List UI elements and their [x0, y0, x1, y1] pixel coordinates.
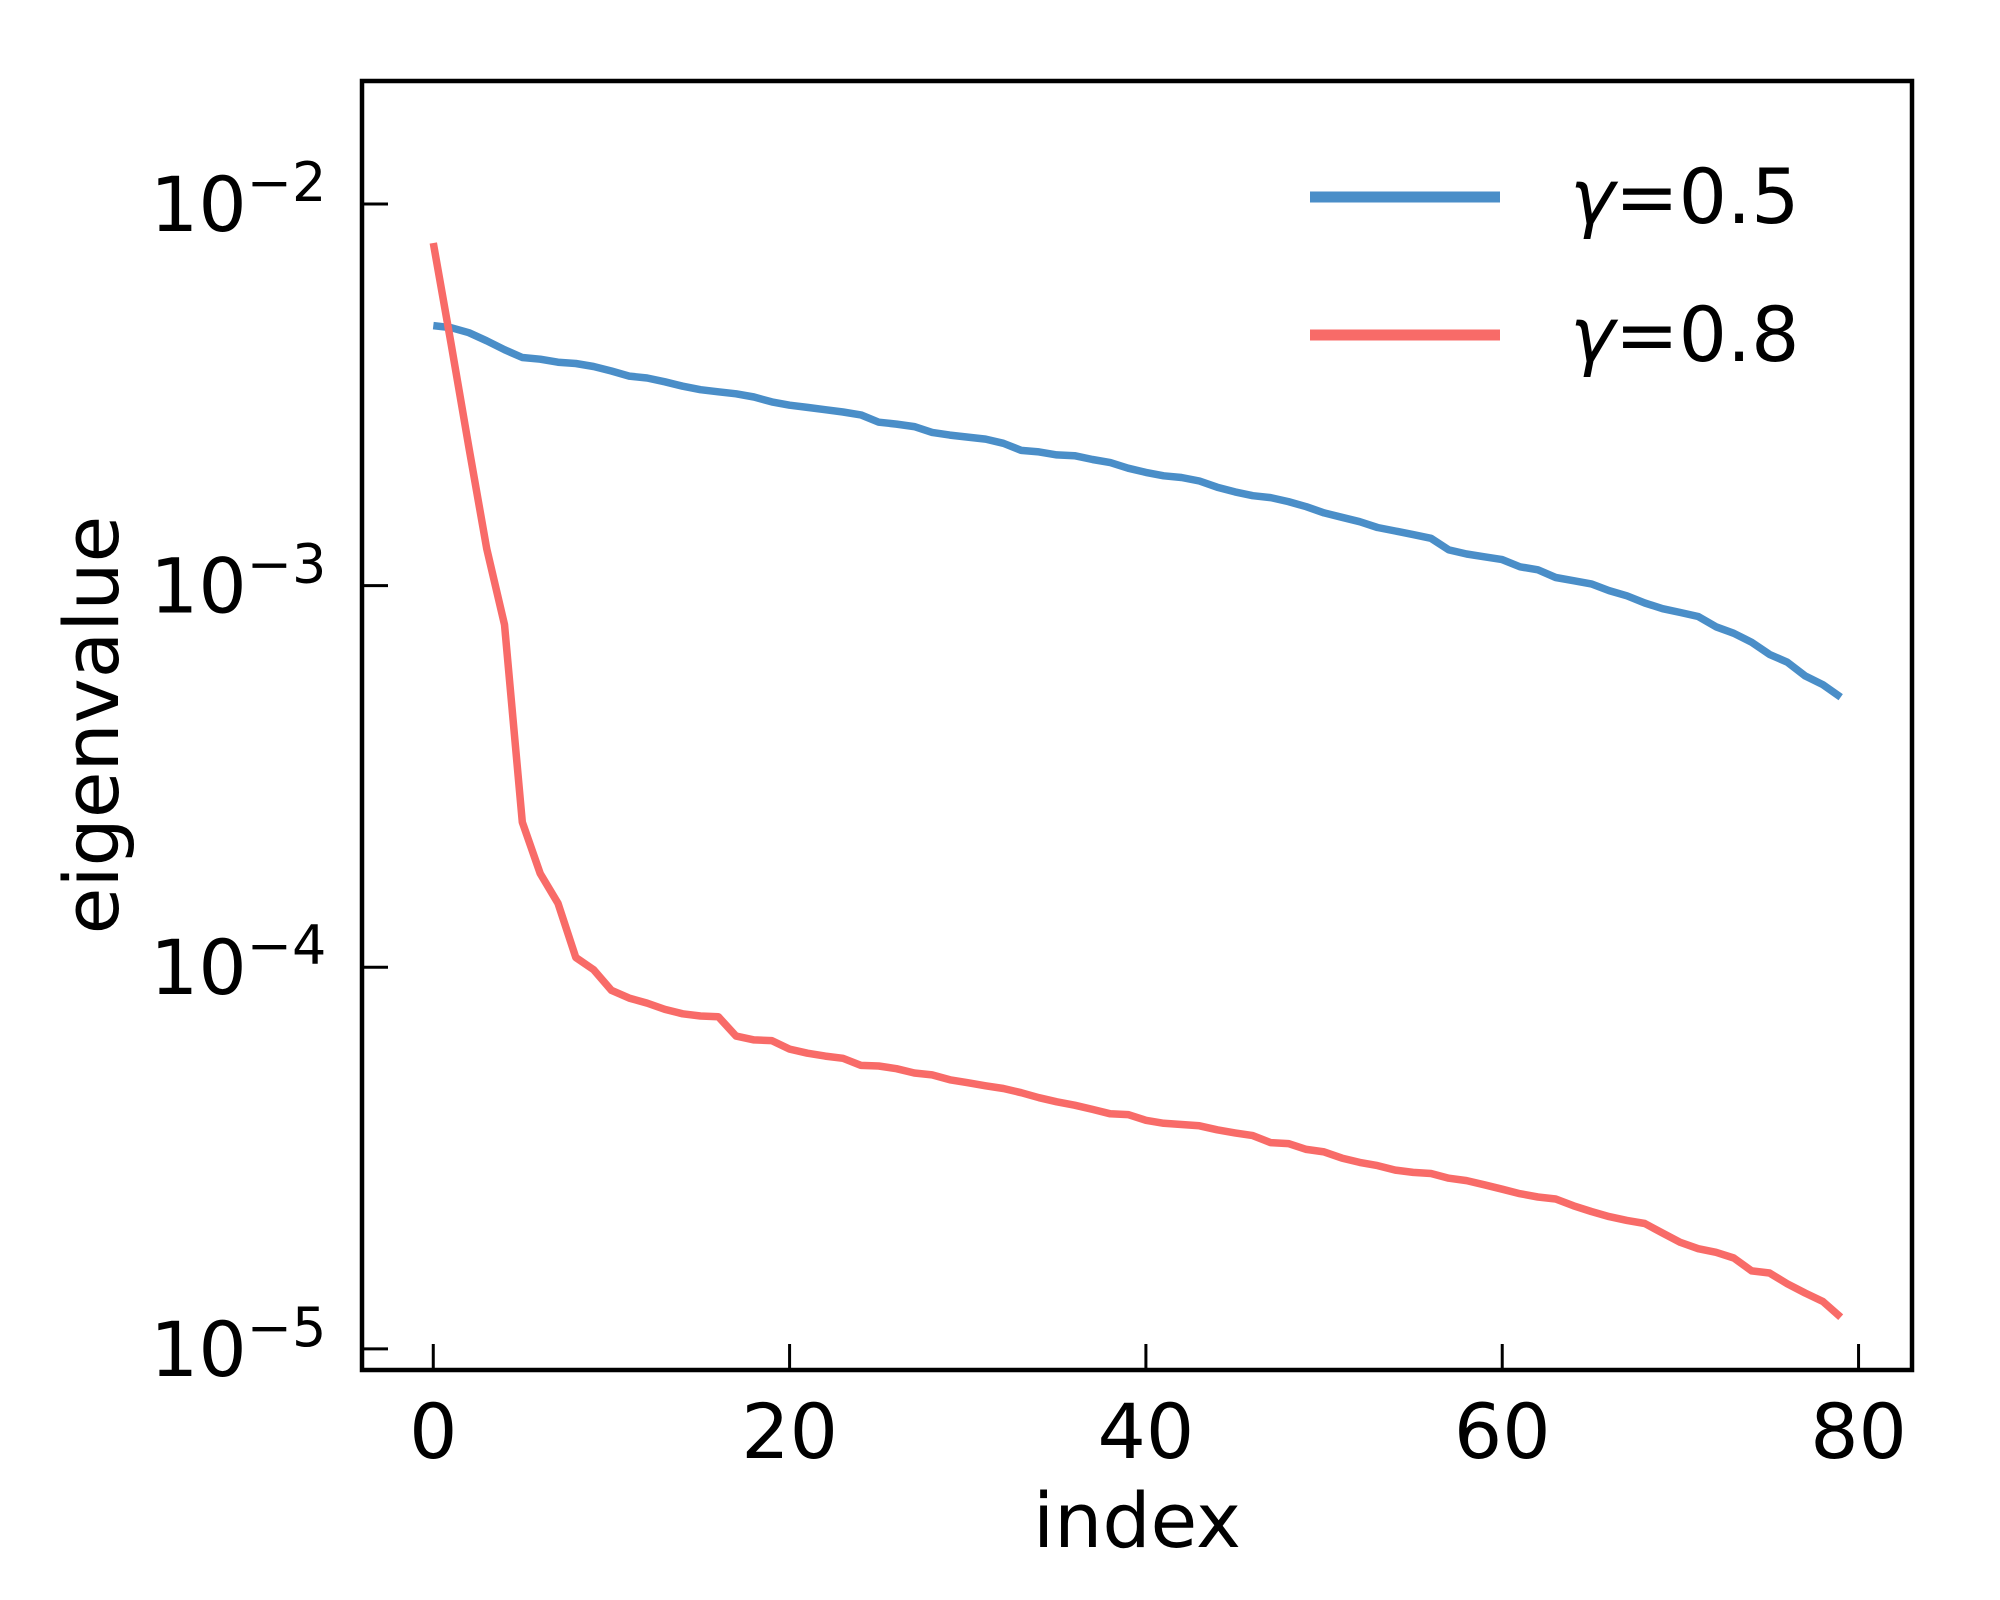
x-tick-label-2: 20	[741, 1387, 838, 1476]
y-tick-base: 10	[150, 160, 247, 249]
plot-frame	[359, 78, 1915, 1373]
y-tick-label-1: 10−2	[150, 151, 326, 249]
y-tick-label-2: 10−3	[150, 533, 326, 631]
legend-label-2: γ=0.8	[1570, 290, 1800, 379]
series-line-1	[432, 321, 1843, 701]
legend-gamma-symbol: γ	[1570, 152, 1619, 241]
x-axis-label: index	[1033, 1476, 1241, 1565]
y-axis-label: eigenvalue	[47, 516, 136, 935]
y-tick-exponent: −5	[247, 1296, 327, 1359]
x-tick-label-4: 60	[1454, 1387, 1551, 1476]
y-tick-label-4: 10−5	[150, 1296, 326, 1394]
y-tick-label-3: 10−4	[150, 914, 326, 1012]
y-tick-exponent: −2	[247, 151, 327, 214]
y-tick-base: 10	[150, 923, 247, 1012]
x-tick-label-5: 80	[1810, 1387, 1907, 1476]
y-tick-exponent: −3	[247, 533, 327, 596]
legend-value-text: =0.5	[1615, 152, 1800, 241]
x-tick-label-3: 40	[1098, 1387, 1195, 1476]
series-line-2	[429, 242, 1844, 1321]
legend: γ=0.5γ=0.8	[1310, 152, 1800, 379]
legend-value-text: =0.8	[1615, 290, 1800, 379]
legend-gamma-symbol: γ	[1570, 290, 1619, 379]
legend-label-1: γ=0.5	[1570, 152, 1800, 241]
series-layer	[429, 242, 1844, 1321]
y-tick-exponent: −4	[247, 914, 327, 977]
y-tick-base: 10	[150, 542, 247, 631]
x-tick-label-1: 0	[409, 1387, 457, 1476]
y-tick-base: 10	[150, 1305, 247, 1394]
